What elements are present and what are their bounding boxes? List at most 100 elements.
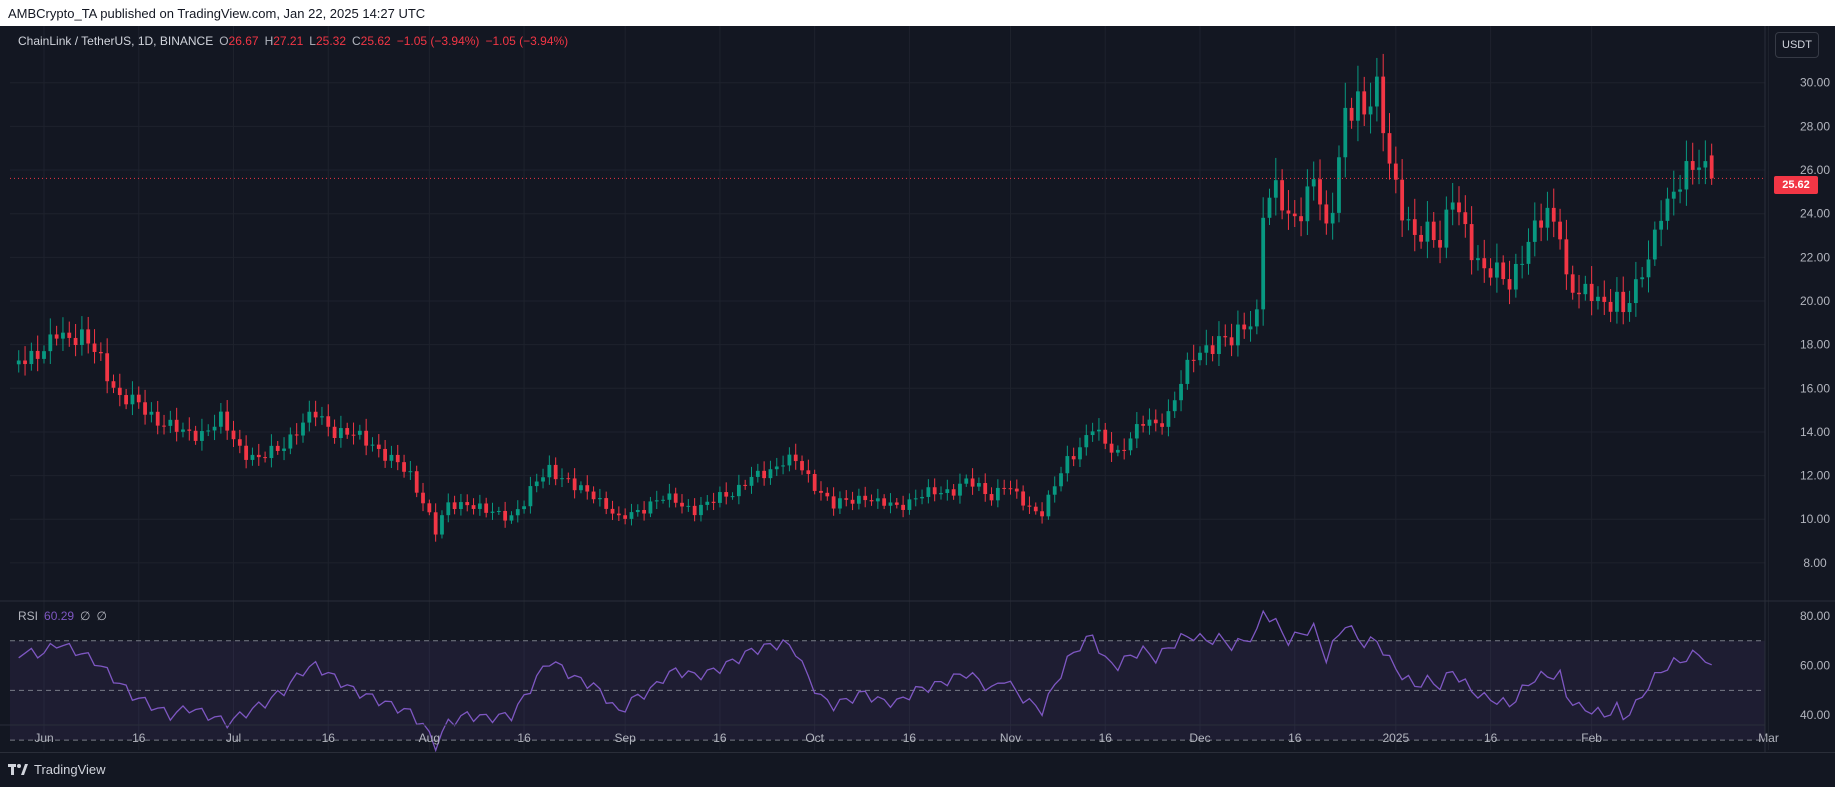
candle-body bbox=[1419, 234, 1423, 242]
candle-body bbox=[610, 508, 615, 514]
rsi-line bbox=[18, 609, 1712, 752]
candle-body bbox=[579, 485, 583, 491]
candle-body bbox=[1356, 91, 1360, 121]
candle-body bbox=[263, 457, 267, 459]
candle-body bbox=[642, 509, 647, 514]
candle-body bbox=[1147, 419, 1152, 426]
candle-body bbox=[1431, 221, 1436, 241]
candle-body bbox=[1425, 221, 1430, 242]
candle-body bbox=[787, 454, 792, 466]
candle-body bbox=[1362, 91, 1367, 115]
candle-body bbox=[882, 498, 887, 506]
candle-body bbox=[231, 430, 236, 440]
open-label: O bbox=[219, 34, 229, 48]
candle-body bbox=[433, 512, 438, 535]
candle-body bbox=[1198, 352, 1202, 361]
candle-body bbox=[250, 454, 255, 460]
candle-body bbox=[1406, 219, 1411, 221]
footer-brand[interactable]: TradingView bbox=[8, 762, 106, 777]
candle-body bbox=[1469, 224, 1474, 261]
candle-body bbox=[1513, 263, 1518, 290]
candle-body bbox=[945, 489, 950, 494]
candle-body bbox=[825, 492, 830, 497]
candle-body bbox=[806, 470, 811, 475]
high-label: H bbox=[264, 34, 274, 48]
candle-body bbox=[402, 462, 406, 472]
candle-body bbox=[376, 444, 381, 449]
candle-body bbox=[1444, 209, 1449, 248]
candle-body bbox=[755, 470, 760, 477]
candle-body bbox=[1596, 296, 1600, 302]
candle-body bbox=[1109, 443, 1114, 453]
candle-body bbox=[218, 411, 223, 427]
candle-body bbox=[920, 496, 924, 499]
price-axis-label: 12.00 bbox=[1800, 469, 1830, 483]
candle-body bbox=[547, 464, 552, 478]
candle-body bbox=[1570, 274, 1575, 293]
candle-body bbox=[269, 445, 274, 459]
candle-body bbox=[541, 477, 545, 482]
candle-body bbox=[730, 496, 735, 498]
candle-body bbox=[711, 501, 716, 503]
candle-body bbox=[616, 513, 621, 516]
candle-body bbox=[1273, 180, 1278, 198]
candle-body bbox=[452, 502, 457, 510]
price-axis-label: 16.00 bbox=[1800, 381, 1830, 395]
candle-body bbox=[1046, 494, 1051, 517]
symbol-name[interactable]: ChainLink / TetherUS, 1D, BINANCE bbox=[18, 34, 214, 48]
candle-body bbox=[800, 461, 804, 471]
candle-body bbox=[1526, 241, 1531, 264]
price-axis-label: 18.00 bbox=[1800, 338, 1830, 352]
candle-body bbox=[117, 387, 122, 396]
candle-body bbox=[1621, 291, 1626, 313]
chart-area[interactable]: Jun 16 Jul 16 Aug 16 Sep 16 Oct 16 Nov 16 Dec 16 2025 1… bbox=[0, 26, 1835, 752]
candle-body bbox=[357, 430, 362, 435]
candle-body bbox=[1008, 488, 1013, 490]
candle-body bbox=[635, 509, 640, 513]
candle-body bbox=[673, 493, 678, 503]
time-axis-label: Aug bbox=[419, 731, 440, 745]
rsi-label[interactable]: RSI bbox=[18, 609, 39, 623]
candle-body bbox=[566, 478, 571, 480]
candle-body bbox=[80, 329, 84, 346]
candle-body bbox=[1305, 186, 1310, 222]
candle-body bbox=[1103, 429, 1108, 444]
candle-body bbox=[1463, 212, 1468, 225]
candle-body bbox=[1438, 240, 1442, 248]
candle-body bbox=[1014, 488, 1019, 492]
candle-body bbox=[370, 444, 375, 446]
candle-body bbox=[1678, 189, 1682, 192]
candle-body bbox=[1242, 324, 1247, 330]
candle-body bbox=[958, 483, 962, 496]
candle-body bbox=[762, 470, 767, 479]
candle-body bbox=[995, 487, 1000, 501]
candle-body bbox=[351, 434, 356, 436]
candle-body bbox=[913, 498, 918, 500]
candle-body bbox=[1299, 216, 1303, 222]
candle-body bbox=[528, 486, 533, 507]
candle-body bbox=[35, 350, 40, 359]
candle-body bbox=[105, 353, 110, 382]
candle-body bbox=[831, 496, 836, 509]
close-value: 25.62 bbox=[360, 34, 391, 48]
time-axis-label: 16 bbox=[322, 731, 336, 745]
currency-button[interactable]: USDT bbox=[1775, 32, 1819, 58]
price-axis-label: 28.00 bbox=[1800, 119, 1830, 133]
candle-body bbox=[193, 430, 198, 441]
candle-body bbox=[187, 429, 192, 431]
time-axis-label: Dec bbox=[1189, 731, 1210, 745]
time-axis-label: 16 bbox=[713, 731, 727, 745]
candle-body bbox=[92, 343, 97, 352]
candle-body bbox=[1330, 212, 1335, 224]
candle-body bbox=[1280, 180, 1285, 211]
candle-body bbox=[1545, 207, 1550, 228]
candle-body bbox=[313, 411, 318, 418]
candle-body bbox=[446, 502, 451, 516]
candle-body bbox=[856, 495, 861, 504]
candle-body bbox=[1292, 213, 1297, 217]
candle-body bbox=[503, 510, 508, 521]
candle-body bbox=[332, 426, 337, 439]
rsi-axis-label: 80.00 bbox=[1800, 609, 1830, 623]
candle-body bbox=[1141, 424, 1146, 426]
time-axis-label: Mar bbox=[1758, 731, 1779, 745]
